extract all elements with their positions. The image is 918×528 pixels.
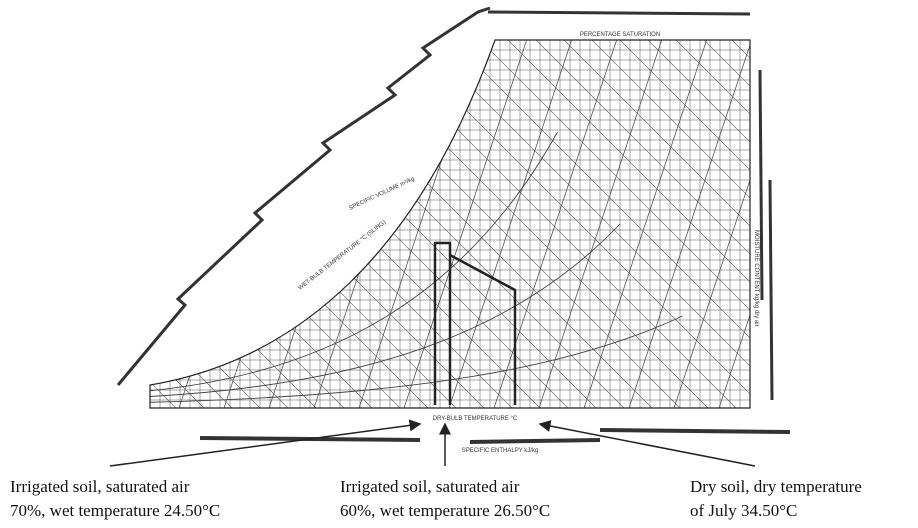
grid-line <box>150 40 271 408</box>
annotation: 70%, wet temperature 24.50°C <box>10 501 220 520</box>
grid-line <box>264 40 406 408</box>
grid-line <box>150 40 161 408</box>
grid-line <box>174 40 316 408</box>
grid-line <box>467 40 750 408</box>
annotation: Irrigated soil, saturated air <box>340 477 520 496</box>
grid-line <box>551 40 750 408</box>
grid-line <box>624 40 750 408</box>
grid-line <box>150 40 273 408</box>
grid-line <box>150 40 245 408</box>
grid-line <box>150 40 301 408</box>
grid-line <box>0 0 48 420</box>
grid-line <box>635 40 750 408</box>
saturation-curve <box>150 315 683 403</box>
top-scale <box>487 10 751 16</box>
saturation-curve <box>150 131 558 392</box>
grid-line <box>0 0 132 420</box>
grid-line <box>579 40 721 408</box>
grid-line <box>747 40 750 408</box>
chart-grid <box>0 0 918 420</box>
grid-line <box>150 40 217 408</box>
saturation-curve <box>150 223 621 397</box>
grid-line <box>805 0 918 420</box>
grid-line <box>0 0 90 420</box>
annotation: Dry soil, dry temperature <box>690 477 862 496</box>
grid-line <box>663 40 750 408</box>
annotation: of July 34.50°C <box>690 501 797 520</box>
axis-label: MOISTURE CONTENT kg/kg dry air <box>753 230 759 327</box>
annotation: Irrigated soil, saturated air <box>10 477 190 496</box>
grid-line <box>489 40 631 408</box>
grid-line <box>776 0 918 420</box>
enthalpy-scale-left <box>116 6 491 386</box>
grid-line <box>150 40 385 408</box>
arrow <box>109 419 422 467</box>
grid-line <box>534 40 676 408</box>
arrow <box>538 420 756 467</box>
axis-label: WET-BULB TEMPERATURE °C (SLING) <box>298 220 388 292</box>
grid-line <box>0 0 76 420</box>
grid-line <box>760 0 900 420</box>
grid-line <box>669 40 750 408</box>
annotation: 60%, wet temperature 26.50°C <box>340 501 550 520</box>
axis-label: SPECIFIC VOLUME m³/kg <box>348 176 415 212</box>
grid-line <box>150 40 181 408</box>
grid-line <box>0 0 45 420</box>
grid-line <box>150 40 226 408</box>
chart-outline <box>149 39 751 409</box>
grid-line <box>579 40 750 408</box>
grid-line <box>523 40 750 408</box>
grid-line <box>150 40 441 408</box>
process-lines <box>433 241 517 405</box>
grid-line <box>0 0 104 420</box>
right-scale <box>758 69 774 401</box>
enthalpy-scale-bottom <box>199 428 791 444</box>
grid-line <box>150 40 329 408</box>
grid-line <box>444 40 586 408</box>
grid-line <box>150 40 189 408</box>
grid-line <box>0 0 20 420</box>
grid-line <box>607 40 750 408</box>
grid-line <box>850 0 918 420</box>
axis-label: SPECIFIC ENTHALPY kJ/kg <box>462 448 539 454</box>
grid-line <box>0 0 135 420</box>
grid-line <box>399 40 541 408</box>
axis-label: PERCENTAGE SATURATION <box>580 32 660 38</box>
grid-line <box>495 40 750 408</box>
axis-label: DRY-BULB TEMPERATURE °C <box>433 416 518 422</box>
grid-line <box>714 40 750 408</box>
grid-line <box>150 40 357 408</box>
